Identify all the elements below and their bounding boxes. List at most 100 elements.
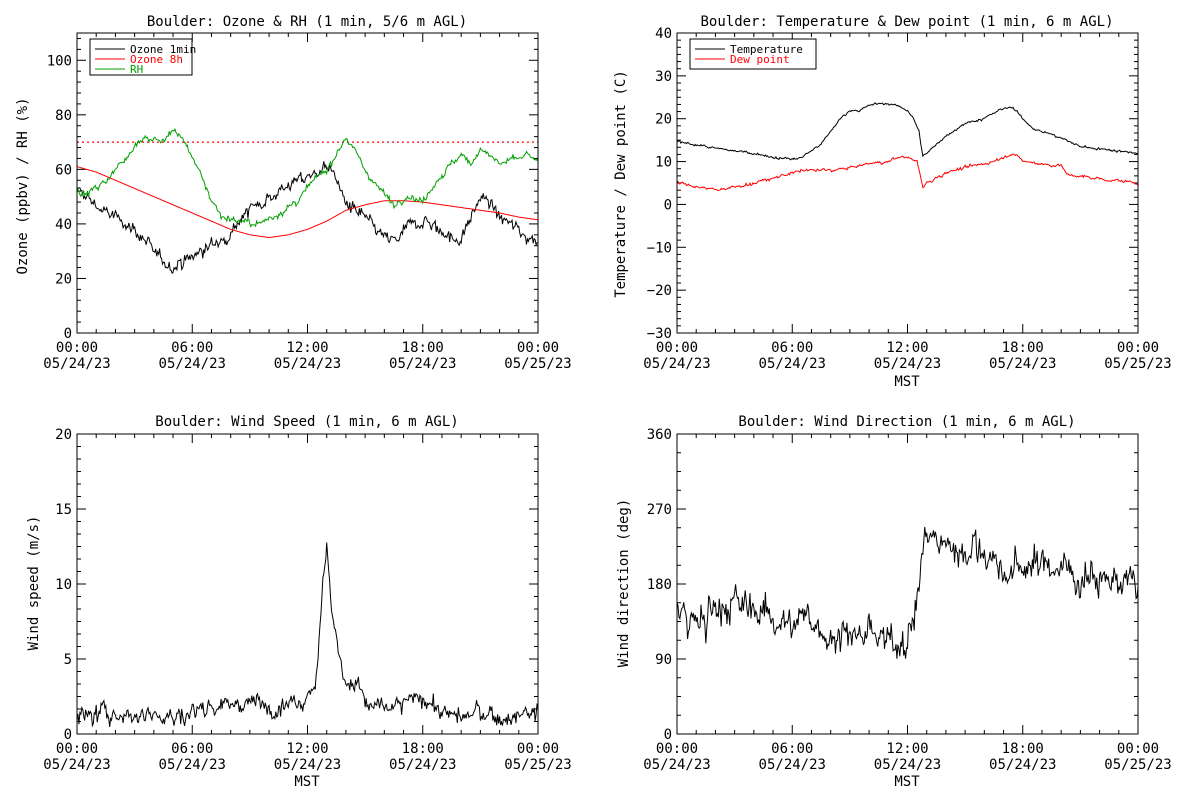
x-tick-label-date: 05/24/23 bbox=[759, 356, 826, 372]
x-tick-label-date: 05/24/23 bbox=[759, 757, 826, 773]
y-tick-label: 180 bbox=[647, 577, 672, 593]
legend-label: RH bbox=[130, 63, 143, 76]
x-tick-label-date: 05/24/23 bbox=[43, 757, 110, 773]
series-line-1 bbox=[77, 161, 538, 274]
y-tick-label: 0 bbox=[64, 727, 72, 743]
y-tick-label: −20 bbox=[647, 283, 672, 299]
x-tick-label-date: 05/24/23 bbox=[159, 356, 226, 372]
y-tick-label: 40 bbox=[55, 217, 72, 233]
x-tick-label-date: 05/25/23 bbox=[1104, 356, 1171, 372]
series-line-2 bbox=[677, 153, 1138, 192]
x-tick-label-date: 05/25/23 bbox=[1104, 757, 1171, 773]
x-tick-label-date: 05/24/23 bbox=[389, 757, 456, 773]
panel-title: Boulder: Wind Direction (1 min, 6 m AGL) bbox=[738, 414, 1075, 430]
y-axis-label: Ozone (ppbv) / RH (%) bbox=[15, 97, 31, 274]
x-tick-label-time: 00:00 bbox=[517, 741, 559, 757]
panel-wind-speed: Boulder: Wind Speed (1 min, 6 m AGL) Win… bbox=[26, 414, 572, 790]
x-tick-label-time: 06:00 bbox=[771, 741, 813, 757]
x-tick-label-date: 05/25/23 bbox=[504, 356, 571, 372]
x-tick-label-date: 05/24/23 bbox=[43, 356, 110, 372]
x-tick-label-date: 05/24/23 bbox=[874, 757, 941, 773]
x-tick-label-date: 05/24/23 bbox=[274, 356, 341, 372]
series-line-2 bbox=[77, 166, 538, 239]
x-axis-label: MST bbox=[294, 774, 320, 790]
y-tick-label: −30 bbox=[647, 326, 672, 342]
axes-frame bbox=[676, 32, 1139, 334]
series-line-1 bbox=[677, 526, 1138, 659]
y-tick-label: 0 bbox=[664, 197, 672, 213]
legend-box bbox=[89, 38, 193, 76]
x-tick-label-date: 05/24/23 bbox=[159, 757, 226, 773]
plot-area: 0510152000:0005/24/2306:0005/24/2312:000… bbox=[43, 427, 571, 773]
y-tick-label: 0 bbox=[664, 727, 672, 743]
y-tick-label: 90 bbox=[655, 652, 672, 668]
legend-label: Temperature bbox=[730, 43, 803, 56]
x-tick-label-time: 12:00 bbox=[886, 741, 928, 757]
y-tick-label: −10 bbox=[647, 240, 672, 256]
x-tick-label-time: 18:00 bbox=[402, 741, 444, 757]
plot-area: −30−20−1001020304000:0005/24/2306:0005/2… bbox=[643, 26, 1171, 372]
y-tick-label: 10 bbox=[655, 155, 672, 171]
axes-frame bbox=[76, 433, 539, 735]
y-axis-label: Temperature / Dew point (C) bbox=[613, 70, 629, 298]
x-tick-label-date: 05/25/23 bbox=[504, 757, 571, 773]
x-tick-label-time: 12:00 bbox=[886, 340, 928, 356]
series-line-3 bbox=[77, 127, 538, 229]
plot-area: 09018027036000:0005/24/2306:0005/24/2312… bbox=[643, 427, 1171, 773]
y-tick-label: 20 bbox=[55, 427, 72, 443]
y-tick-label: 30 bbox=[655, 69, 672, 85]
y-tick-label: 10 bbox=[55, 577, 72, 593]
x-tick-label-date: 05/24/23 bbox=[874, 356, 941, 372]
panel-title: Boulder: Wind Speed (1 min, 6 m AGL) bbox=[155, 414, 458, 430]
y-tick-label: 20 bbox=[655, 112, 672, 128]
x-tick-label-date: 05/24/23 bbox=[274, 757, 341, 773]
y-tick-label: 15 bbox=[55, 502, 72, 518]
y-tick-label: 270 bbox=[647, 502, 672, 518]
y-tick-label: 40 bbox=[655, 26, 672, 42]
x-tick-label-time: 00:00 bbox=[1117, 340, 1159, 356]
panel-title: Boulder: Temperature & Dew point (1 min,… bbox=[700, 14, 1113, 30]
y-tick-label: 20 bbox=[55, 271, 72, 287]
x-tick-label-time: 00:00 bbox=[656, 340, 698, 356]
series-line-1 bbox=[77, 542, 538, 728]
x-tick-label-time: 18:00 bbox=[1002, 741, 1044, 757]
y-tick-label: 60 bbox=[55, 162, 72, 178]
x-tick-label-time: 00:00 bbox=[656, 741, 698, 757]
plot-area: 02040608010000:0005/24/2306:0005/24/2312… bbox=[43, 33, 572, 372]
panel-ozone-rh: Boulder: Ozone & RH (1 min, 5/6 m AGL) O… bbox=[15, 14, 572, 372]
y-tick-label: 5 bbox=[64, 652, 72, 668]
x-tick-label-time: 06:00 bbox=[171, 340, 213, 356]
panel-wind-direction: Boulder: Wind Direction (1 min, 6 m AGL)… bbox=[616, 414, 1172, 790]
legend-box bbox=[689, 38, 817, 70]
x-tick-label-time: 06:00 bbox=[771, 340, 813, 356]
y-axis-label: Wind speed (m/s) bbox=[26, 516, 42, 651]
axes-frame bbox=[76, 32, 539, 334]
legend-label: Ozone 8h bbox=[130, 53, 183, 66]
x-tick-label-time: 12:00 bbox=[286, 741, 328, 757]
y-tick-label: 100 bbox=[47, 53, 72, 69]
legend-label: Dew point bbox=[730, 53, 790, 66]
panel-temperature-dewpoint: Boulder: Temperature & Dew point (1 min,… bbox=[613, 14, 1172, 390]
x-tick-label-date: 05/24/23 bbox=[389, 356, 456, 372]
x-tick-label-time: 12:00 bbox=[286, 340, 328, 356]
x-tick-label-time: 00:00 bbox=[517, 340, 559, 356]
x-tick-label-time: 00:00 bbox=[56, 741, 98, 757]
y-tick-label: 80 bbox=[55, 108, 72, 124]
x-axis-label: MST bbox=[894, 774, 920, 790]
x-tick-label-date: 05/24/23 bbox=[989, 757, 1056, 773]
x-tick-label-time: 00:00 bbox=[56, 340, 98, 356]
x-axis-label: MST bbox=[894, 374, 920, 390]
legend-label: Ozone 1min bbox=[130, 43, 196, 56]
y-tick-label: 360 bbox=[647, 427, 672, 443]
axes-frame bbox=[676, 433, 1139, 735]
x-tick-label-time: 00:00 bbox=[1117, 741, 1159, 757]
x-tick-label-time: 06:00 bbox=[171, 741, 213, 757]
x-tick-label-date: 05/24/23 bbox=[643, 356, 710, 372]
y-tick-label: 0 bbox=[64, 326, 72, 342]
x-tick-label-date: 05/24/23 bbox=[989, 356, 1056, 372]
x-tick-label-time: 18:00 bbox=[402, 340, 444, 356]
x-tick-label-date: 05/24/23 bbox=[643, 757, 710, 773]
